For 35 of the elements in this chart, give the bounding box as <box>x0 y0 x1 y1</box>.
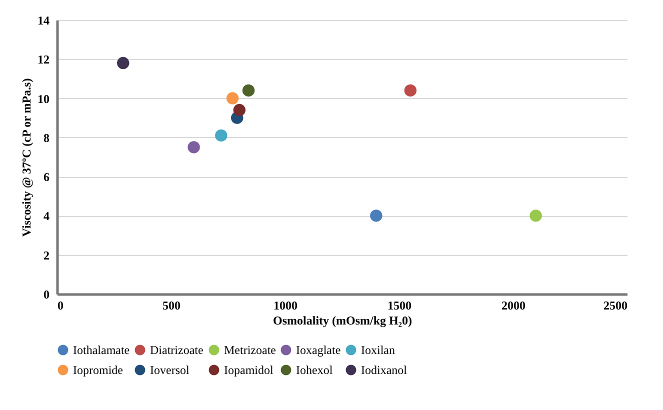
point <box>242 84 255 97</box>
y-tick-label: 12 <box>38 52 50 67</box>
legend-label: Iohexol <box>296 363 334 377</box>
y-axis-title: Viscosity @ 37ºC (cP or mPa.s) <box>20 78 34 237</box>
point <box>188 141 200 154</box>
point <box>404 84 417 97</box>
legend-label: Iodixanol <box>361 363 408 377</box>
y-tick-label: 4 <box>44 209 50 224</box>
point <box>370 210 382 222</box>
x-tick-label: 1000 <box>274 298 298 312</box>
legend-label: Iopamidol <box>224 363 274 377</box>
point <box>530 210 542 222</box>
x-tick-label: 500 <box>162 298 180 312</box>
x-tick-label: 0 <box>58 298 64 312</box>
legend-label: Ioversol <box>150 363 190 377</box>
y-tick-label: 14 <box>38 14 50 28</box>
legend-label: Iothalamate <box>73 343 130 357</box>
point <box>215 129 228 142</box>
y-tick-label: 8 <box>44 130 50 145</box>
y-tick-label: 2 <box>44 248 50 262</box>
point <box>233 104 246 116</box>
legend-label: Diatrizoate <box>150 343 204 357</box>
x-tick-label: 1500 <box>388 298 412 312</box>
point <box>116 56 130 70</box>
legend-label: Ioxaglate <box>296 343 341 357</box>
x-tick-label: 2500 <box>604 298 628 312</box>
point <box>226 92 239 104</box>
legend-label: Metrizoate <box>224 343 276 357</box>
y-tick-label: 0 <box>44 288 50 302</box>
x-axis-title: Osmolality (mOsm/kg H₂0) <box>273 314 412 328</box>
y-tick-label: 10 <box>38 92 50 106</box>
legend-label: Iopromide <box>73 363 123 377</box>
x-tick-label: 2000 <box>502 298 526 312</box>
legend-label: Ioxilan <box>361 343 395 357</box>
y-tick-label: 6 <box>44 170 50 184</box>
